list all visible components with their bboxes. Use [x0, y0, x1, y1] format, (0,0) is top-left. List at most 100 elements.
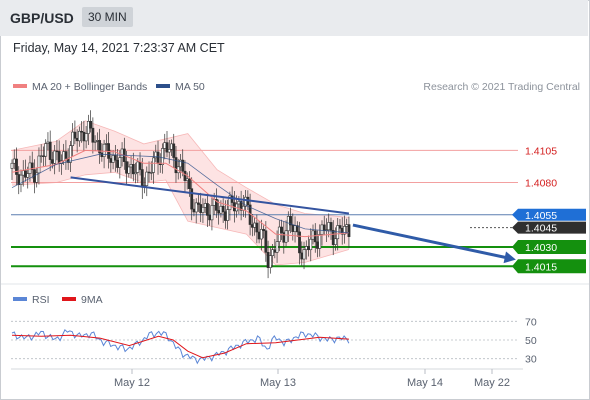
candle-body	[190, 188, 194, 210]
candle-body	[345, 224, 349, 227]
candle-body	[327, 222, 331, 231]
candle-body	[304, 246, 308, 250]
resistance-1-label: 1.4080	[525, 178, 557, 190]
candle-body	[311, 230, 315, 240]
candle-body	[192, 208, 196, 213]
candle-body	[28, 162, 32, 174]
support-2-tag	[512, 259, 586, 274]
symbol-title: GBP/USD	[10, 10, 74, 26]
candle-body	[21, 170, 25, 176]
candle-body	[282, 232, 286, 243]
candle-body	[95, 140, 99, 142]
candle-body	[42, 155, 45, 157]
candle-body	[84, 133, 88, 142]
candle-body	[158, 163, 162, 165]
candle-body	[185, 178, 189, 181]
candle-body	[203, 203, 207, 208]
candle-body	[102, 143, 106, 157]
candle-body	[320, 224, 324, 235]
candle-body	[219, 205, 223, 214]
trendline	[70, 176, 350, 215]
candle-body	[262, 229, 265, 232]
resistance-2-label: 1.4105	[525, 145, 557, 157]
time-axis: May 12 May 13 May 14 May 22	[114, 369, 510, 389]
candle-body	[69, 145, 72, 163]
candle-body	[129, 164, 133, 168]
candle-body	[111, 155, 115, 163]
bollinger-lower-line	[11, 171, 350, 266]
candle-body	[48, 141, 52, 160]
candle-body	[172, 143, 176, 158]
candle-body	[30, 162, 34, 170]
candle-body	[152, 157, 155, 173]
candle-body	[15, 158, 18, 175]
ma50-legend-swatch	[156, 84, 170, 88]
candle-body	[17, 174, 21, 185]
ma20-legend-swatch	[13, 84, 27, 88]
candle-body	[93, 140, 97, 143]
candle-body	[206, 203, 209, 216]
candle-body	[12, 158, 16, 164]
candle-body	[221, 205, 225, 213]
candle-body	[298, 231, 301, 254]
candle-body	[140, 169, 144, 188]
candle-body	[313, 230, 317, 243]
candle-body	[253, 222, 257, 228]
candle-body	[46, 141, 50, 144]
candle-body	[73, 131, 77, 139]
candle-body	[82, 131, 86, 142]
candle-body	[250, 224, 254, 228]
candle-body	[134, 172, 137, 175]
candle-body	[318, 234, 322, 249]
candle-body	[181, 159, 185, 172]
pivot-tag	[512, 208, 586, 221]
time-tick-label: May 13	[260, 377, 296, 389]
candle-body	[208, 215, 212, 221]
rsi-chart: 70 50 30	[11, 316, 537, 366]
time-tick-label: May 22	[474, 377, 510, 389]
candle-body	[64, 151, 68, 159]
candle-body	[127, 166, 131, 174]
candle-body	[75, 137, 79, 142]
timeframe-button[interactable]: 30 MIN	[82, 7, 133, 27]
candle-body	[53, 150, 57, 164]
candle-body	[217, 210, 221, 214]
candle-body	[26, 173, 30, 178]
credit-label: Research © 2021 Trading Central	[423, 81, 580, 93]
candle-body	[71, 131, 75, 147]
rsi-ma-line	[11, 334, 349, 359]
candle-body	[268, 255, 272, 268]
candle-body	[149, 172, 153, 174]
candle-body	[131, 164, 135, 175]
candle-body	[116, 159, 119, 168]
candle-body	[329, 222, 333, 231]
candle-body	[147, 171, 151, 174]
candle-body	[120, 148, 124, 158]
candle-body	[309, 238, 313, 251]
candle-body	[35, 172, 39, 183]
candle-body	[316, 241, 319, 249]
candle-body	[39, 155, 43, 157]
support-1-tag	[512, 239, 586, 254]
candle-body	[145, 171, 149, 186]
candle-body	[224, 211, 227, 221]
ma50-line	[11, 153, 349, 234]
candle-body	[239, 201, 243, 211]
rsi-tick-label: 30	[525, 354, 537, 366]
candle-body	[293, 225, 297, 232]
candle-body	[89, 120, 93, 129]
candle-body	[264, 230, 268, 253]
candle-body	[188, 178, 191, 189]
candle-body	[136, 161, 140, 173]
candle-body	[343, 226, 346, 235]
pivot-label: 1.4055	[525, 210, 557, 222]
candle-body	[113, 155, 117, 161]
candle-body	[77, 130, 81, 142]
rsi-tick-label: 70	[525, 316, 537, 328]
candle-body	[156, 151, 160, 164]
ma50-legend-label: MA 50	[175, 81, 205, 93]
candle-body	[183, 170, 187, 181]
candle-body	[280, 226, 283, 233]
